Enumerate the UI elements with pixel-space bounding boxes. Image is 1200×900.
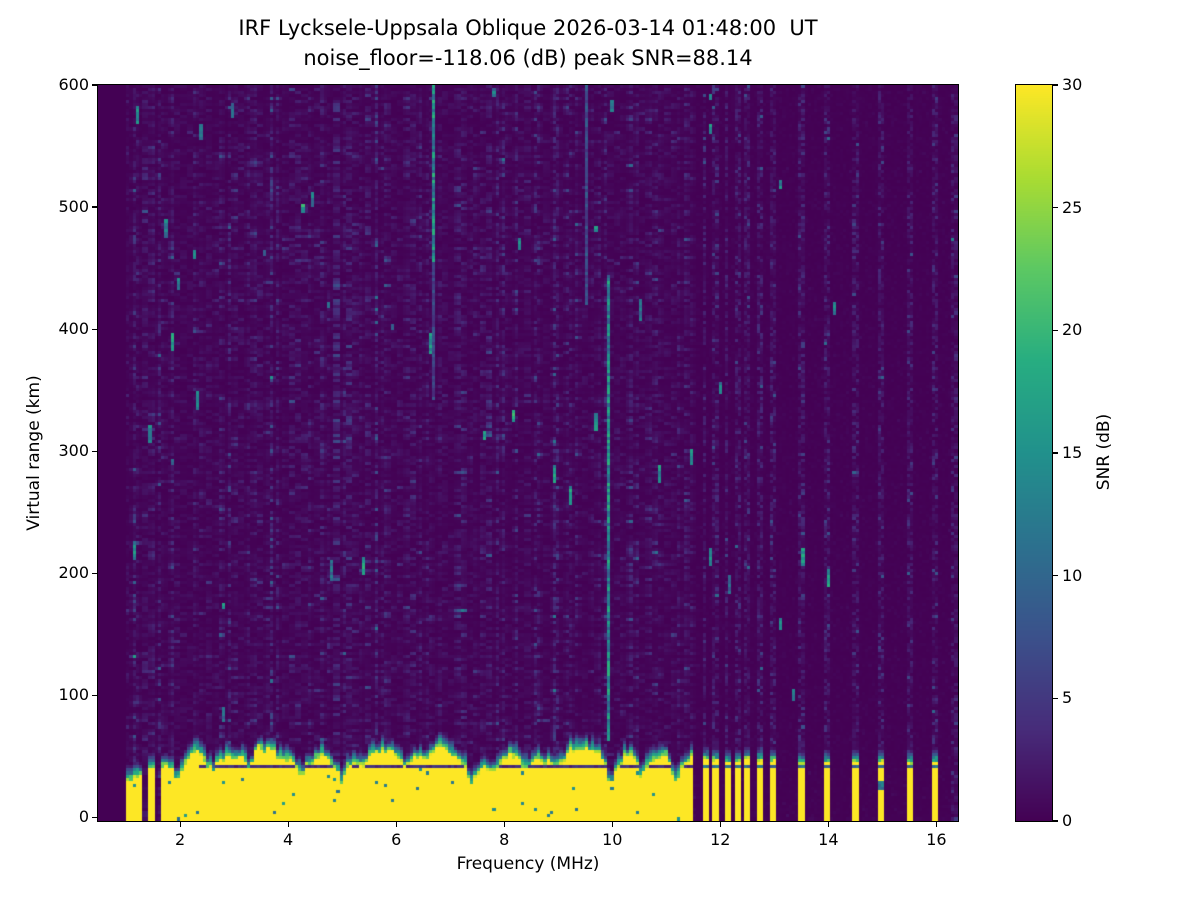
x-tick-label: 10	[602, 830, 623, 849]
x-tick-mark	[719, 822, 721, 827]
colorbar-tick-label: 30	[1062, 75, 1083, 94]
colorbar-tick-label: 0	[1062, 811, 1073, 830]
x-tick-label: 2	[175, 830, 186, 849]
colorbar-tick-mark	[1053, 575, 1058, 577]
colorbar-tick-mark	[1053, 84, 1058, 86]
colorbar-tick-mark	[1053, 329, 1058, 332]
colorbar-gradient	[1015, 84, 1053, 822]
y-tick-label: 500	[58, 197, 89, 217]
colorbar-tick-label: 5	[1062, 688, 1073, 708]
y-tick-mark	[92, 816, 97, 819]
chart-title: IRF Lycksele-Uppsala Oblique 2026-03-14 …	[238, 13, 817, 73]
x-axis-label: Frequency (MHz)	[456, 854, 600, 874]
y-tick-label: 400	[58, 319, 89, 339]
x-tick-mark	[935, 822, 938, 827]
ionogram-heatmap	[97, 84, 959, 822]
colorbar-tick-label: 20	[1062, 320, 1083, 340]
colorbar-tick-mark	[1053, 820, 1058, 822]
y-tick-mark	[92, 572, 97, 574]
y-tick-label: 600	[58, 75, 89, 94]
x-tick-label: 12	[710, 830, 731, 849]
x-tick-label: 14	[818, 830, 839, 849]
x-tick-mark	[179, 822, 181, 827]
x-tick-label: 8	[499, 830, 510, 849]
x-tick-mark	[503, 822, 505, 827]
y-tick-label: 200	[58, 563, 89, 583]
colorbar-tick-label: 15	[1062, 443, 1083, 462]
x-tick-label: 4	[283, 830, 294, 849]
chart-title-line1: IRF Lycksele-Uppsala Oblique 2026-03-14 …	[238, 16, 818, 40]
chart-title-line2: noise_floor=-118.06 (dB) peak SNR=88.14	[303, 46, 753, 70]
colorbar-tick-mark	[1053, 452, 1058, 454]
y-tick-mark	[92, 84, 97, 86]
x-tick-mark	[287, 822, 289, 827]
x-tick-label: 16	[926, 830, 947, 849]
x-tick-mark	[827, 822, 830, 827]
y-tick-mark	[92, 694, 97, 696]
y-tick-mark	[92, 450, 97, 452]
y-tick-mark	[92, 206, 97, 208]
colorbar-tick-label: 25	[1062, 197, 1083, 217]
y-tick-mark	[92, 328, 97, 330]
colorbar-tick-label: 10	[1062, 565, 1083, 585]
x-tick-mark	[395, 822, 397, 827]
y-tick-label: 0	[78, 807, 89, 827]
colorbar-tick-mark	[1053, 207, 1058, 209]
y-tick-label: 100	[58, 685, 89, 705]
x-tick-mark	[611, 822, 613, 827]
x-tick-label: 6	[391, 830, 402, 849]
colorbar-tick-mark	[1053, 697, 1058, 700]
y-tick-label: 300	[58, 441, 89, 461]
